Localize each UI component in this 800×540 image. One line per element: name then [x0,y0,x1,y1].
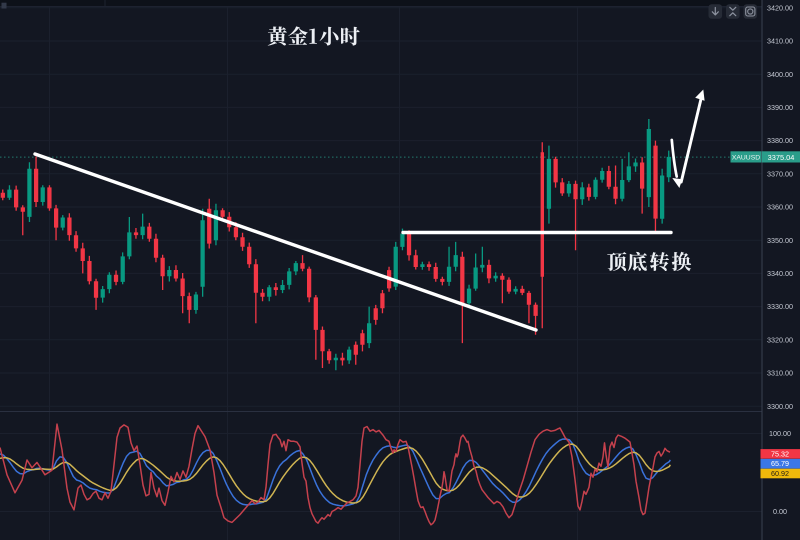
svg-text:XAUUSD: XAUUSD [732,155,760,162]
svg-text:3300.00: 3300.00 [767,402,793,411]
svg-text:3360.00: 3360.00 [767,203,793,212]
svg-text:3320.00: 3320.00 [767,335,793,344]
svg-text:3350.00: 3350.00 [767,236,793,245]
svg-text:3310.00: 3310.00 [767,369,793,378]
svg-text:3330.00: 3330.00 [767,302,793,311]
svg-text:3375.04: 3375.04 [768,153,795,162]
svg-text:3420.00: 3420.00 [767,3,793,12]
svg-text:3410.00: 3410.00 [767,37,793,46]
svg-text:3380.00: 3380.00 [767,136,793,145]
svg-text:75.32: 75.32 [771,449,789,458]
svg-text:3340.00: 3340.00 [767,269,793,278]
svg-text:3390.00: 3390.00 [767,103,793,112]
svg-text:0.00: 0.00 [773,507,787,516]
svg-text:100.00: 100.00 [769,429,791,438]
svg-text:3400.00: 3400.00 [767,70,793,79]
svg-text:60.92: 60.92 [771,469,789,478]
svg-text:65.79: 65.79 [771,459,789,468]
svg-text:3370.00: 3370.00 [767,169,793,178]
